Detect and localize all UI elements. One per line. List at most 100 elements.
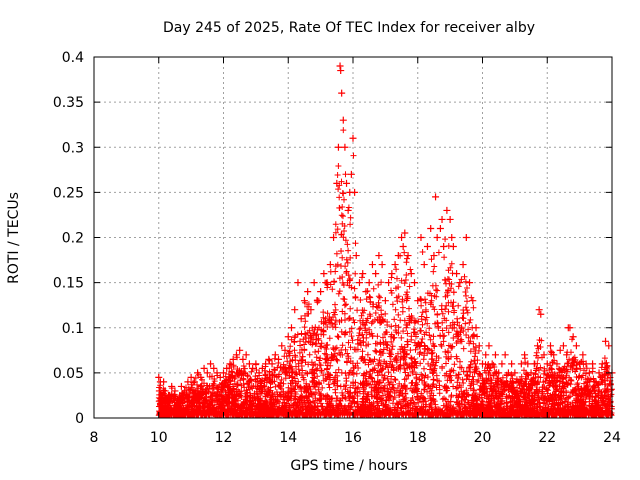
- data-point: [432, 193, 440, 201]
- data-point: [249, 364, 257, 372]
- data-point: [398, 234, 406, 241]
- data-point: [462, 234, 470, 241]
- data-point: [265, 355, 273, 363]
- data-point: [365, 279, 373, 287]
- data-point: [488, 360, 496, 368]
- data-point: [530, 360, 538, 368]
- y-tick-label: 0.15: [53, 276, 84, 292]
- y-tick-label: 0.1: [62, 321, 84, 337]
- data-point: [491, 351, 499, 359]
- data-point: [304, 288, 312, 296]
- data-point: [339, 116, 347, 124]
- data-point: [589, 360, 597, 368]
- x-tick-label: 18: [409, 430, 427, 446]
- data-point: [362, 288, 370, 296]
- data-point: [466, 279, 474, 287]
- data-point: [569, 333, 577, 341]
- data-point: [262, 360, 270, 368]
- data-point: [605, 342, 613, 350]
- data-point: [537, 310, 545, 318]
- data-point: [275, 355, 283, 363]
- data-point: [556, 346, 564, 354]
- data-point: [158, 391, 166, 399]
- y-tick-label: 0.2: [62, 231, 84, 247]
- data-point: [334, 143, 342, 151]
- data-point: [576, 360, 584, 368]
- data-point: [207, 360, 215, 368]
- data-point: [220, 369, 227, 377]
- data-point: [501, 351, 509, 359]
- x-tick-label: 24: [603, 430, 621, 446]
- data-point: [514, 378, 522, 386]
- data-point: [164, 391, 172, 399]
- x-axis-label: GPS time / hours: [290, 458, 407, 474]
- data-point: [281, 346, 289, 354]
- chart-title: Day 245 of 2025, Rate Of TEC Index for r…: [163, 20, 535, 36]
- data-point: [239, 355, 247, 363]
- data-point: [177, 382, 185, 390]
- data-point: [181, 387, 189, 395]
- y-tick-label: 0.25: [53, 185, 84, 201]
- data-point: [535, 306, 543, 314]
- data-point: [294, 279, 302, 287]
- data-point: [495, 369, 503, 377]
- data-point: [341, 143, 349, 151]
- data-point: [313, 297, 321, 305]
- y-tick-label: 0.3: [62, 140, 84, 156]
- data-point: [407, 270, 415, 278]
- data-point: [534, 342, 542, 350]
- data-point: [430, 252, 438, 260]
- data-point: [229, 355, 237, 363]
- data-point: [469, 297, 477, 305]
- data-point: [343, 179, 351, 187]
- data-point: [517, 360, 525, 368]
- data-point: [479, 360, 486, 368]
- data-point: [456, 279, 464, 287]
- data-point: [443, 206, 451, 214]
- data-point: [187, 373, 195, 381]
- y-axis-label: ROTI / TECUs: [6, 192, 22, 284]
- data-point: [485, 342, 493, 350]
- data-point: [482, 351, 490, 359]
- roti-point-cloud: [155, 127, 615, 419]
- data-point: [297, 315, 305, 323]
- data-point: [359, 270, 367, 278]
- data-point: [546, 342, 554, 350]
- data-point: [595, 369, 603, 377]
- data-point: [448, 234, 456, 241]
- data-point: [252, 360, 260, 368]
- data-point: [323, 279, 331, 287]
- data-point: [438, 215, 446, 223]
- data-point: [436, 224, 444, 232]
- data-point: [375, 252, 383, 260]
- data-point: [579, 351, 587, 359]
- data-point: [307, 306, 315, 314]
- data-point: [417, 234, 425, 241]
- data-point: [423, 243, 431, 251]
- data-point: [433, 234, 441, 241]
- y-tick-label: 0.4: [62, 50, 84, 66]
- data-point: [184, 378, 192, 386]
- data-point: [563, 351, 571, 359]
- data-point: [287, 324, 295, 332]
- data-point: [338, 89, 346, 97]
- data-point: [155, 373, 163, 381]
- data-point: [160, 378, 168, 386]
- y-tick-label: 0.05: [53, 366, 84, 382]
- data-point: [333, 179, 341, 187]
- data-point: [401, 229, 409, 237]
- data-point: [391, 261, 399, 269]
- data-point: [278, 342, 286, 350]
- y-tick-label: 0: [75, 411, 84, 427]
- data-point: [404, 252, 412, 260]
- data-point: [291, 306, 299, 314]
- data-point: [310, 279, 318, 287]
- data-point: [255, 369, 263, 377]
- data-point: [527, 369, 535, 377]
- data-point: [368, 261, 376, 269]
- data-point: [268, 360, 276, 368]
- data-point: [168, 382, 176, 390]
- data-point: [161, 387, 169, 395]
- data-point: [524, 360, 532, 368]
